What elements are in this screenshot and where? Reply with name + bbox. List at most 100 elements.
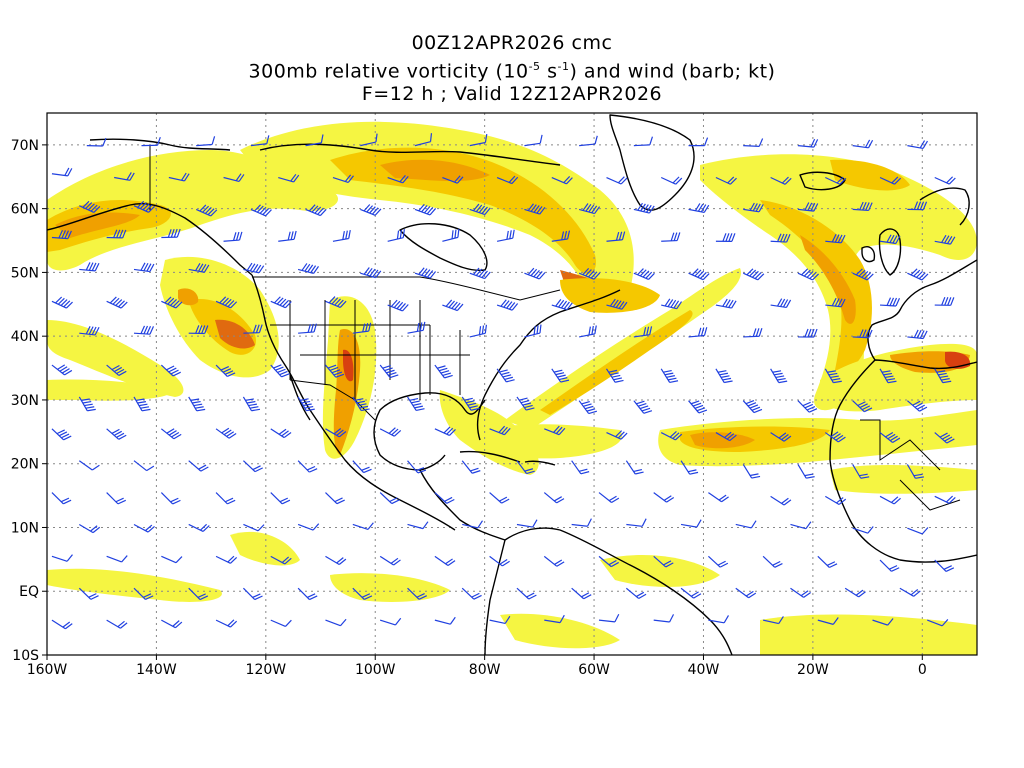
wind-barb [188, 262, 210, 273]
vort-band-canada [240, 121, 634, 309]
wind-barb [489, 425, 511, 436]
title-variable-prefix: 300mb relative vorticity (10 [248, 60, 529, 83]
wind-barb [242, 587, 263, 601]
wind-barb [872, 618, 894, 626]
wind-barb [79, 326, 100, 336]
wind-barb [742, 399, 763, 414]
lon-tick-label: 80W [469, 662, 501, 678]
wind-barb [188, 325, 209, 335]
wind-barb [524, 134, 543, 147]
coast-southamerica [484, 527, 733, 655]
wind-barb [133, 396, 151, 412]
lon-tick-label: 160W [27, 662, 68, 678]
wind-barb [434, 492, 455, 504]
wind-barb [332, 229, 351, 242]
wind-barb [579, 135, 598, 147]
wind-barb [770, 298, 792, 309]
wind-barb [325, 492, 345, 505]
border-canada-us [252, 276, 561, 301]
wind-barb [215, 492, 236, 505]
coast-europe [867, 259, 977, 361]
wind-barb [797, 138, 819, 148]
wind-barb [715, 176, 737, 185]
wind-barb [297, 460, 318, 473]
wind-barb [571, 518, 592, 527]
wind-barb [297, 263, 320, 274]
wind-barb [551, 230, 571, 242]
wind-barb [797, 400, 818, 413]
wind-barb [544, 614, 565, 624]
wind-barb [688, 400, 708, 414]
vort-band-atlantic [505, 268, 741, 430]
wind-barb [469, 203, 491, 216]
wind-barb [360, 267, 382, 279]
vort-patch-itcz-5 [760, 614, 977, 655]
wind-barb [114, 172, 135, 181]
vort-band-atlantic-inner [540, 310, 693, 415]
wind-barb [653, 614, 675, 623]
wind-barb [907, 329, 928, 340]
wind-barb [51, 167, 73, 177]
vort-band-caribbean [480, 424, 622, 459]
wind-barb [790, 521, 812, 530]
wind-barb [442, 299, 464, 312]
wind-barb [298, 323, 318, 334]
wind-barb [305, 204, 327, 217]
wind-barb [715, 298, 737, 309]
coast-greenland [609, 114, 695, 211]
wind-barb [496, 175, 519, 185]
coast-cuba [459, 450, 521, 463]
wind-barb [934, 234, 956, 245]
wind-barb [215, 427, 237, 439]
wind-barb [879, 431, 901, 443]
wind-barb [661, 298, 683, 310]
wind-barb [825, 234, 846, 244]
wind-barb [825, 495, 847, 505]
wind-barb [489, 492, 510, 504]
wind-barb [161, 619, 183, 629]
wind-barb [579, 325, 597, 338]
wind-barb [852, 526, 874, 534]
vort-band-westcoast-core [215, 319, 255, 349]
wind-barb [770, 495, 792, 506]
wind-barb [270, 492, 291, 505]
wind-barb [79, 200, 101, 213]
wind-barb [524, 324, 542, 338]
wind-barb [469, 267, 491, 280]
wind-barb [743, 268, 765, 281]
wind-barb [598, 555, 619, 568]
wind-barb [934, 368, 952, 384]
title-line-variable: 300mb relative vorticity (10-5 s-1) and … [0, 55, 1024, 83]
vort-spot-tropatl [690, 432, 755, 449]
wind-barb [625, 587, 647, 599]
wind-barb [770, 176, 792, 185]
vort-band-alaska [47, 150, 339, 271]
wind-barb [243, 324, 263, 334]
lon-tick-label: 140W [136, 662, 177, 678]
lat-tick-label: 50N [11, 265, 39, 281]
political-borders [149, 145, 961, 511]
wind-barb [270, 364, 290, 378]
wind-barb [633, 326, 653, 338]
lon-tick-label: 0 [918, 662, 927, 678]
wind-barb [797, 202, 819, 212]
wind-barb [51, 364, 73, 376]
wind-barb [434, 426, 456, 437]
wind-barb [633, 202, 655, 214]
wind-barb [133, 460, 155, 472]
wind-barb [297, 587, 318, 601]
wind-barb [797, 464, 815, 479]
wind-barb [817, 555, 838, 569]
wind-barb [278, 173, 300, 183]
vort-band-subtropic [47, 320, 184, 397]
wind-barb [934, 495, 956, 504]
wind-barb [51, 428, 72, 441]
vort-band-europe-inner [760, 200, 872, 374]
wind-barb [78, 460, 100, 471]
wind-barb [715, 431, 737, 442]
wind-barb [379, 492, 400, 505]
vort-spot-iceland [830, 159, 910, 191]
wind-barb [544, 425, 566, 436]
wind-barb [270, 296, 292, 309]
